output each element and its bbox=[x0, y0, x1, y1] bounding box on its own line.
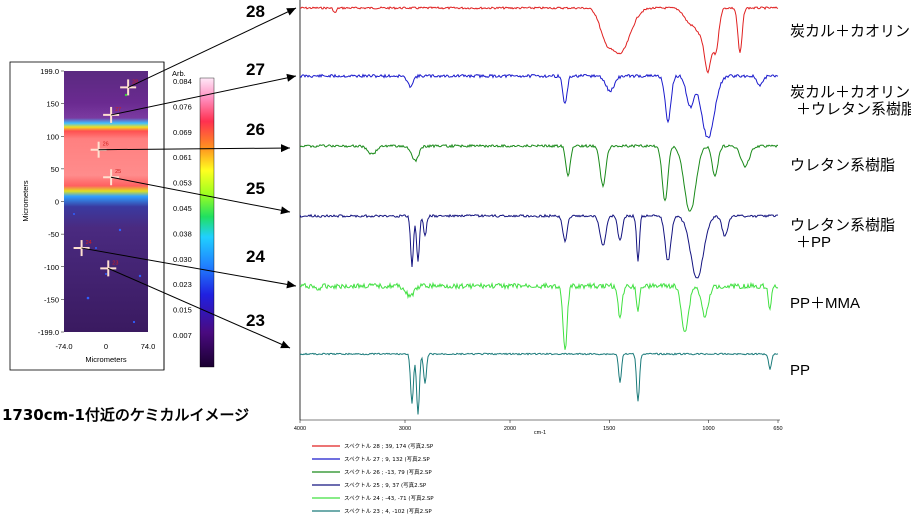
image-ylabel: Micrometers bbox=[21, 180, 30, 222]
material-label-25: ＋PP bbox=[796, 234, 831, 251]
arrow-head-24 bbox=[286, 280, 296, 289]
colorbar-tick-label: 0.030 bbox=[173, 255, 192, 264]
material-label-28: 炭カル＋カオリン bbox=[790, 23, 910, 40]
spectra-x-ticks: 4000 3000 2000 1500 1000 650 bbox=[294, 420, 783, 432]
spectra-x-tick-label: 650 bbox=[773, 426, 782, 432]
legend-entry-27: スペクトル 27 ; 9, 132 (写真2.SP bbox=[344, 455, 430, 463]
image-y-tick-label: 100 bbox=[46, 132, 59, 141]
legend-entry-23: スペクトル 23 ; 4, -102 (写真2.SP bbox=[344, 507, 432, 515]
spectrum-line-26 bbox=[299, 143, 779, 212]
crosshair-label: 28 bbox=[132, 79, 138, 85]
spectrum-line-25 bbox=[299, 213, 779, 279]
image-y-tick-label: -199.0 bbox=[38, 328, 59, 337]
material-labels: 炭カル＋カオリン炭カル＋カオリン＋ウレタン系樹脂ウレタン系樹脂ウレタン系樹脂＋P… bbox=[790, 23, 911, 379]
image-y-tick-label: 0 bbox=[55, 198, 59, 207]
crosshair-label: 23 bbox=[112, 260, 118, 266]
colorbar bbox=[199, 77, 215, 368]
image-y-tick-label: 199.0 bbox=[40, 67, 59, 76]
colorbar-tick-label: 0.038 bbox=[173, 229, 192, 238]
spectra-x-tick-label: 4000 bbox=[294, 426, 306, 432]
crosshair-label: 25 bbox=[115, 169, 121, 175]
image-x-tick-label: 0 bbox=[104, 342, 108, 351]
crosshair-label: 26 bbox=[103, 142, 109, 148]
spectrum-number-25: 25 bbox=[246, 179, 265, 198]
colorbar-title: Arb. bbox=[172, 69, 186, 78]
image-caption: 1730cm-1付近のケミカルイメージ bbox=[2, 406, 249, 424]
spectra-lines bbox=[299, 6, 779, 415]
image-y-tick-label: -100 bbox=[44, 263, 59, 272]
material-label-26: ウレタン系樹脂 bbox=[790, 157, 895, 174]
material-label-25: ウレタン系樹脂 bbox=[790, 217, 895, 234]
arrow-line-24 bbox=[81, 247, 297, 287]
spectra-panel: 4000 3000 2000 1500 1000 650 cm-1 bbox=[294, 0, 783, 436]
image-y-ticks: 199.0 150 100 50 0 -50 -100 -150 -199.0 bbox=[38, 67, 64, 337]
spectrum-numbers: 28 27 26 25 24 23 bbox=[246, 2, 265, 330]
arrow-head-23 bbox=[280, 340, 290, 349]
spectrum-number-23: 23 bbox=[246, 311, 265, 330]
colorbar-tick-label: 0.069 bbox=[173, 128, 192, 137]
image-y-tick-label: 150 bbox=[46, 100, 59, 109]
spectrum-number-27: 27 bbox=[246, 60, 265, 79]
colorbar-ticks: 0.084 0.076 0.069 0.061 0.053 0.045 0.038 0.030… bbox=[173, 77, 192, 340]
crosshair-label: 24 bbox=[86, 240, 92, 246]
arrow-line-27 bbox=[111, 75, 297, 116]
colorbar-tick-label: 0.084 bbox=[173, 77, 192, 86]
crosshair-label: 27 bbox=[115, 107, 121, 113]
colorbar-tick-label: 0.076 bbox=[173, 102, 192, 111]
spectrum-number-24: 24 bbox=[246, 247, 265, 266]
spectrum-number-26: 26 bbox=[246, 120, 265, 139]
material-label-27: 炭カル＋カオリン bbox=[790, 84, 910, 101]
legend-entry-25: スペクトル 25 ; 9, 37 (写真2.SP bbox=[344, 481, 427, 489]
arrow-line-26 bbox=[98, 147, 291, 151]
chemical-image-panel: 199.0 150 100 50 0 -50 -100 -150 -199.0 Micromet… bbox=[9, 61, 215, 371]
colorbar-tick-label: 0.045 bbox=[173, 204, 192, 213]
spectra-xlabel: cm-1 bbox=[534, 430, 546, 436]
arrow-head-26 bbox=[281, 144, 290, 153]
material-label-27: ＋ウレタン系樹脂 bbox=[796, 101, 911, 118]
image-x-ticks: -74.0 0 74.0 bbox=[55, 342, 155, 351]
spectrum-number-28: 28 bbox=[246, 2, 265, 21]
image-y-tick-label: -150 bbox=[44, 295, 59, 304]
arrow-head-27 bbox=[286, 73, 296, 82]
colorbar-tick-label: 0.015 bbox=[173, 306, 192, 315]
spectra-x-tick-label: 1000 bbox=[702, 426, 714, 432]
legend-entry-24: スペクトル 24 ; -43, -71 (写真2.SP bbox=[344, 494, 434, 502]
spectra-legend: スペクトル 28 ; 39, 174 (写真2.SP スペクトル 27 ; 9, … bbox=[312, 442, 434, 515]
image-y-tick-label: 50 bbox=[51, 165, 59, 174]
material-label-23: PP bbox=[790, 362, 810, 379]
connector-arrows bbox=[81, 7, 297, 349]
spectrum-line-28 bbox=[299, 6, 779, 74]
spectrum-line-27 bbox=[299, 73, 779, 139]
heatmap-speckles bbox=[73, 93, 142, 324]
image-x-tick-label: 74.0 bbox=[141, 342, 156, 351]
image-x-tick-label: -74.0 bbox=[55, 342, 72, 351]
image-xlabel: Micrometers bbox=[85, 355, 127, 364]
image-y-tick-label: -50 bbox=[48, 230, 59, 239]
legend-entry-28: スペクトル 28 ; 39, 174 (写真2.SP bbox=[344, 442, 434, 450]
colorbar-tick-label: 0.023 bbox=[173, 280, 192, 289]
arrow-line-23 bbox=[108, 267, 291, 349]
spectrum-line-24 bbox=[299, 281, 779, 350]
colorbar-tick-label: 0.053 bbox=[173, 179, 192, 188]
spectrum-line-23 bbox=[299, 352, 779, 415]
spectra-x-tick-label: 3000 bbox=[399, 426, 411, 432]
arrow-head-25 bbox=[280, 206, 290, 215]
arrow-line-25 bbox=[111, 176, 291, 213]
legend-entry-26: スペクトル 26 ; -13, 79 (写真2.SP bbox=[344, 468, 432, 476]
material-label-24: PP＋MMA bbox=[790, 295, 860, 312]
colorbar-tick-label: 0.007 bbox=[173, 331, 192, 340]
colorbar-tick-label: 0.061 bbox=[173, 153, 192, 162]
spectra-x-tick-label: 1500 bbox=[603, 426, 615, 432]
arrow-line-28 bbox=[127, 7, 297, 88]
spectra-x-tick-label: 2000 bbox=[504, 426, 516, 432]
arrow-head-28 bbox=[286, 8, 296, 16]
